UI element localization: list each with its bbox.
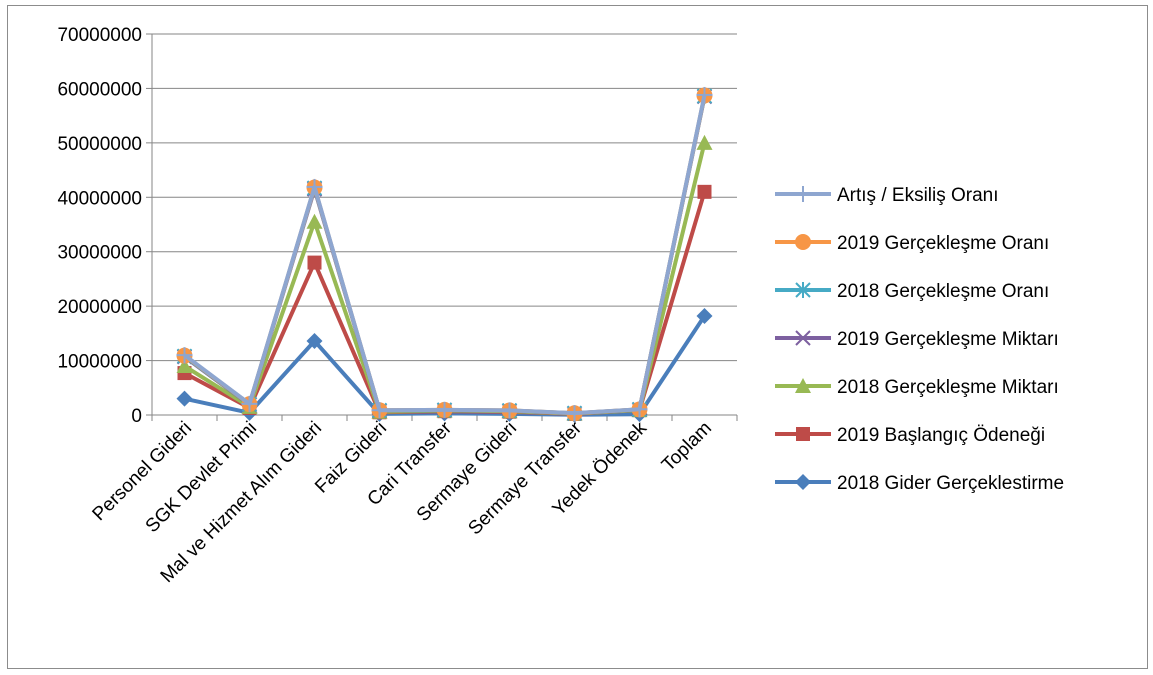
x-tick-label: Sermaye Transfer xyxy=(464,417,586,539)
data-point xyxy=(306,178,323,195)
data-point xyxy=(696,134,713,150)
data-point xyxy=(307,255,322,270)
legend-entry: 2019 Gerçekleşme Miktarı xyxy=(775,329,1059,350)
data-point xyxy=(176,347,193,364)
legend-label: 2019 Gerçekleşme Miktarı xyxy=(837,329,1059,350)
data-point xyxy=(566,405,583,422)
data-point xyxy=(306,332,323,349)
legend-label: Artış / Eksiliş Oranı xyxy=(837,185,999,206)
y-tick-label: 40000000 xyxy=(57,188,142,209)
data-point xyxy=(176,390,193,407)
legend-label: 2018 Gerçekleşme Oranı xyxy=(837,281,1049,302)
legend-entry: 2018 Gider Gerçeklestirme xyxy=(775,473,1064,494)
data-point xyxy=(176,358,193,374)
x-tick-label: SGK Devlet Primi xyxy=(142,418,261,537)
legend-entry: 2019 Başlangıç Ödeneği xyxy=(775,425,1045,446)
legend-label: 2019 Gerçekleşme Oranı xyxy=(837,233,1049,254)
series-line xyxy=(183,142,707,416)
legend-marker xyxy=(795,474,811,490)
legend-label: 2018 Gerçekleşme Miktarı xyxy=(837,377,1059,398)
legend-marker xyxy=(796,427,810,441)
legend-entry: 2018 Gerçekleşme Miktarı xyxy=(775,377,1059,398)
legend-marker xyxy=(795,330,811,346)
y-tick-label: 50000000 xyxy=(57,134,142,155)
data-point xyxy=(371,402,388,419)
legend-label: 2019 Başlangıç Ödeneği xyxy=(837,425,1045,446)
y-tick-label: 10000000 xyxy=(57,352,142,373)
data-point xyxy=(241,395,258,412)
legend-label: 2018 Gider Gerçeklestirme xyxy=(837,473,1064,494)
data-point xyxy=(306,213,323,229)
data-point xyxy=(696,307,713,324)
y-tick-label: 60000000 xyxy=(57,79,142,100)
legend-entry: Artış / Eksiliş Oranı xyxy=(775,185,999,206)
legend-marker xyxy=(795,282,811,298)
series-line xyxy=(183,191,707,416)
data-point xyxy=(436,401,453,418)
legend-entry: 2019 Gerçekleşme Oranı xyxy=(775,233,1049,254)
legend-marker xyxy=(795,378,811,393)
data-point xyxy=(697,184,712,199)
x-tick-label: Toplam xyxy=(658,418,716,476)
legend-marker xyxy=(795,234,811,250)
data-point xyxy=(696,86,713,103)
chart-frame xyxy=(7,5,1148,669)
y-tick-label: 0 xyxy=(131,406,142,427)
y-tick-label: 30000000 xyxy=(57,243,142,264)
data-point xyxy=(501,402,518,419)
data-point xyxy=(631,401,648,418)
y-tick-label: 70000000 xyxy=(57,25,142,46)
legend-marker xyxy=(795,186,811,202)
legend-entry: 2018 Gerçekleşme Oranı xyxy=(775,281,1049,302)
y-tick-label: 20000000 xyxy=(57,297,142,318)
